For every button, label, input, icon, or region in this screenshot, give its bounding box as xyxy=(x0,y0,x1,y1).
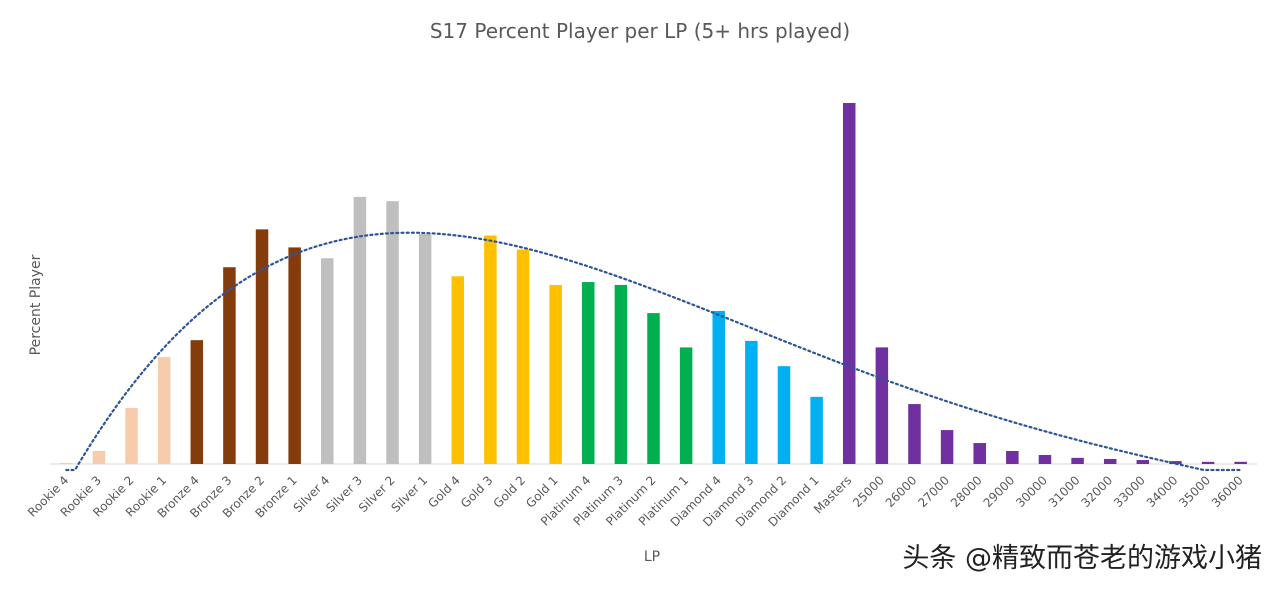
bars-group xyxy=(60,103,1247,465)
x-tick-label: 29000 xyxy=(981,473,1018,510)
bar-rookie-3 xyxy=(92,451,106,464)
x-tick-label: 31000 xyxy=(1046,473,1083,510)
bar-32000 xyxy=(1103,458,1117,464)
x-tick-label: Gold 4 xyxy=(425,473,463,511)
bar-diamond-2 xyxy=(777,366,791,464)
bar-masters xyxy=(842,103,856,464)
bar-27000 xyxy=(940,430,954,464)
bar-bronze-2 xyxy=(255,229,269,464)
x-tick-label: Silver 1 xyxy=(388,473,430,515)
bar-28000 xyxy=(973,443,986,464)
bar-rookie-2 xyxy=(125,408,138,464)
watermark-text: 头条 @精致而苍老的游戏小猪 xyxy=(902,543,1262,574)
chart-title: S17 Percent Player per LP (5+ hrs played… xyxy=(430,19,850,43)
bar-diamond-1 xyxy=(810,396,823,464)
x-tick-label: 28000 xyxy=(948,473,985,510)
bar-silver-3 xyxy=(353,196,367,465)
bar-platinum-3 xyxy=(614,284,628,464)
bar-rookie-4 xyxy=(60,462,73,464)
bar-silver-4 xyxy=(321,258,334,464)
bar-36000 xyxy=(1234,461,1247,464)
bar-26000 xyxy=(908,404,921,464)
x-tick-label: 35000 xyxy=(1176,473,1213,510)
x-tick-label: Gold 2 xyxy=(491,473,529,511)
x-tick-label: 26000 xyxy=(883,473,920,510)
bar-diamond-3 xyxy=(745,340,758,464)
bar-34000 xyxy=(1169,461,1182,464)
bar-diamond-4 xyxy=(712,310,725,464)
bar-gold-3 xyxy=(484,235,497,464)
x-tick-label: 32000 xyxy=(1078,473,1115,510)
bar-31000 xyxy=(1071,457,1084,464)
bar-silver-1 xyxy=(418,234,432,464)
bar-bronze-1 xyxy=(288,247,301,464)
x-tick-label: 30000 xyxy=(1013,473,1050,510)
bar-bronze-3 xyxy=(223,267,236,464)
bar-gold-4 xyxy=(451,276,465,464)
x-tick-label: 27000 xyxy=(915,473,952,510)
bar-35000 xyxy=(1201,461,1215,464)
bar-gold-2 xyxy=(516,249,530,464)
bar-platinum-4 xyxy=(582,282,595,464)
x-axis-label: LP xyxy=(644,549,660,565)
x-tick-label: 25000 xyxy=(850,473,887,510)
trendline xyxy=(65,231,1242,472)
bar-30000 xyxy=(1038,454,1052,464)
bar-platinum-2 xyxy=(647,313,660,464)
bar-33000 xyxy=(1136,460,1150,464)
bar-platinum-1 xyxy=(679,347,693,464)
x-tick-label: Gold 3 xyxy=(458,473,496,511)
x-tick-label: 34000 xyxy=(1144,473,1181,510)
y-axis-label: Percent Player xyxy=(28,254,44,355)
bar-silver-2 xyxy=(386,201,399,464)
bar-25000 xyxy=(875,347,889,464)
x-tick-label: 36000 xyxy=(1209,473,1246,510)
bar-29000 xyxy=(1006,451,1019,464)
bar-bronze-4 xyxy=(190,340,204,464)
bar-gold-1 xyxy=(549,284,562,464)
bar-rookie-1 xyxy=(157,357,171,464)
x-tick-label: 33000 xyxy=(1111,473,1148,510)
